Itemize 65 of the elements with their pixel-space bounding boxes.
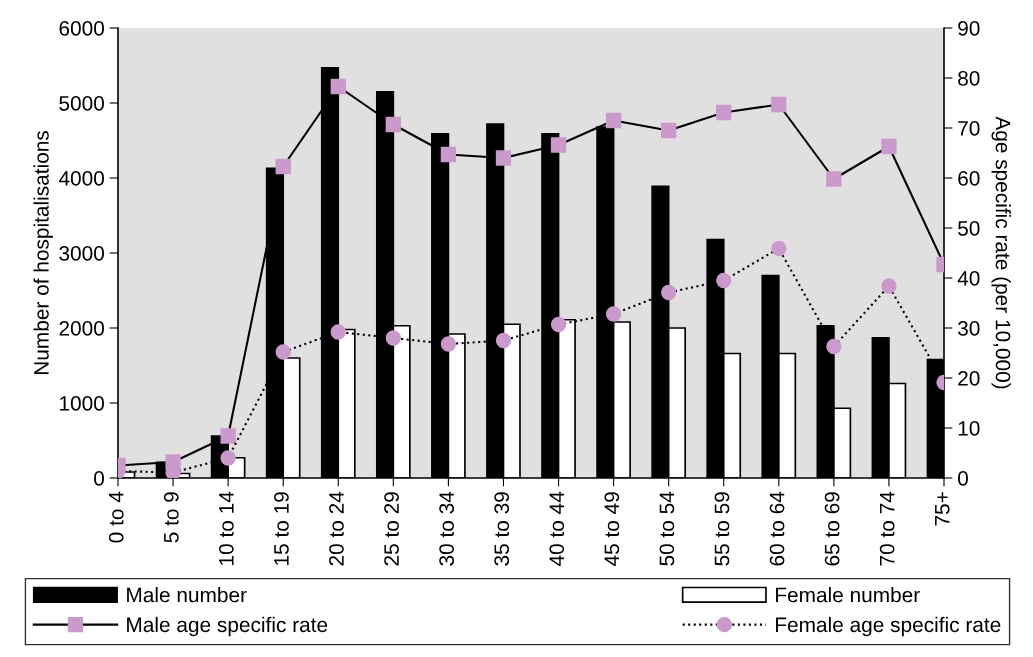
point bbox=[771, 96, 787, 113]
point bbox=[330, 324, 346, 340]
y-tick-label: 6000 bbox=[59, 21, 104, 36]
y-tick-label: 0 bbox=[94, 471, 104, 486]
point bbox=[330, 78, 346, 95]
point bbox=[550, 137, 567, 153]
y-tick-label: 4000 bbox=[58, 171, 104, 186]
point bbox=[716, 272, 732, 289]
x-tick-label: 10 to 14 bbox=[218, 491, 234, 565]
point bbox=[550, 316, 567, 333]
y2-tick-label: 60 bbox=[958, 171, 980, 186]
point bbox=[881, 278, 897, 294]
y2-tick-label: 10 bbox=[958, 421, 980, 436]
legend-label: Female age specific rate bbox=[776, 616, 1001, 637]
point bbox=[385, 330, 401, 346]
x-tick-label: 75+ bbox=[935, 492, 950, 526]
y-tick-label: 3000 bbox=[59, 246, 104, 261]
legend-label: Male age specific rate bbox=[127, 616, 328, 637]
y2-tick-label: 20 bbox=[958, 371, 980, 386]
y2-tick-label: 0 bbox=[958, 471, 968, 486]
point bbox=[661, 284, 677, 301]
y-axis-title: Number of hospitalisations bbox=[33, 131, 53, 375]
y-tick-label: 2000 bbox=[59, 321, 104, 336]
point bbox=[716, 104, 732, 121]
y2-axis-title: Age specific rate (per 10,000) bbox=[991, 116, 1011, 389]
legend-label: Female number bbox=[776, 586, 920, 603]
x-tick-label: 70 to 74 bbox=[879, 491, 895, 566]
x-tick-label: 0 to 4 bbox=[108, 491, 124, 543]
x-tick-label: 65 to 69 bbox=[824, 492, 840, 566]
y2-tick-label: 40 bbox=[957, 271, 980, 286]
x-tick-label: 5 to 9 bbox=[163, 492, 179, 543]
y-tick-label: 1000 bbox=[60, 396, 104, 411]
x-tick-label: 50 to 54 bbox=[659, 491, 675, 566]
x-tick-label: 30 to 34 bbox=[439, 491, 454, 566]
point bbox=[220, 428, 236, 444]
point bbox=[881, 138, 897, 155]
x-tick-label: 45 to 49 bbox=[604, 492, 620, 567]
y2-tick-label: 90 bbox=[958, 21, 980, 36]
legend-label: Male number bbox=[127, 586, 247, 603]
x-tick-label: 40 to 44 bbox=[549, 491, 565, 567]
point bbox=[440, 146, 457, 163]
x-tick-label: 55 to 59 bbox=[714, 492, 730, 566]
point bbox=[826, 171, 842, 187]
point bbox=[661, 122, 677, 139]
x-tick-label: 35 to 39 bbox=[494, 492, 510, 566]
y2-tick-label: 70 bbox=[958, 121, 980, 136]
point bbox=[826, 338, 842, 355]
point bbox=[495, 332, 512, 349]
point bbox=[771, 240, 787, 257]
point bbox=[385, 116, 401, 133]
y2-tick-label: 50 bbox=[958, 221, 980, 236]
point bbox=[440, 336, 457, 352]
y-tick-label: 5000 bbox=[59, 96, 104, 111]
point bbox=[495, 150, 512, 166]
x-tick-label: 20 to 24 bbox=[329, 491, 344, 566]
x-tick-label: 60 to 64 bbox=[769, 491, 785, 566]
point bbox=[605, 112, 622, 129]
point bbox=[275, 158, 291, 175]
y2-tick-label: 80 bbox=[958, 71, 980, 86]
x-tick-label: 25 to 29 bbox=[384, 492, 399, 566]
x-tick-label: 15 to 19 bbox=[274, 492, 289, 565]
point bbox=[220, 450, 236, 466]
y2-tick-label: 30 bbox=[957, 321, 980, 336]
point bbox=[605, 306, 622, 322]
point bbox=[275, 344, 291, 360]
